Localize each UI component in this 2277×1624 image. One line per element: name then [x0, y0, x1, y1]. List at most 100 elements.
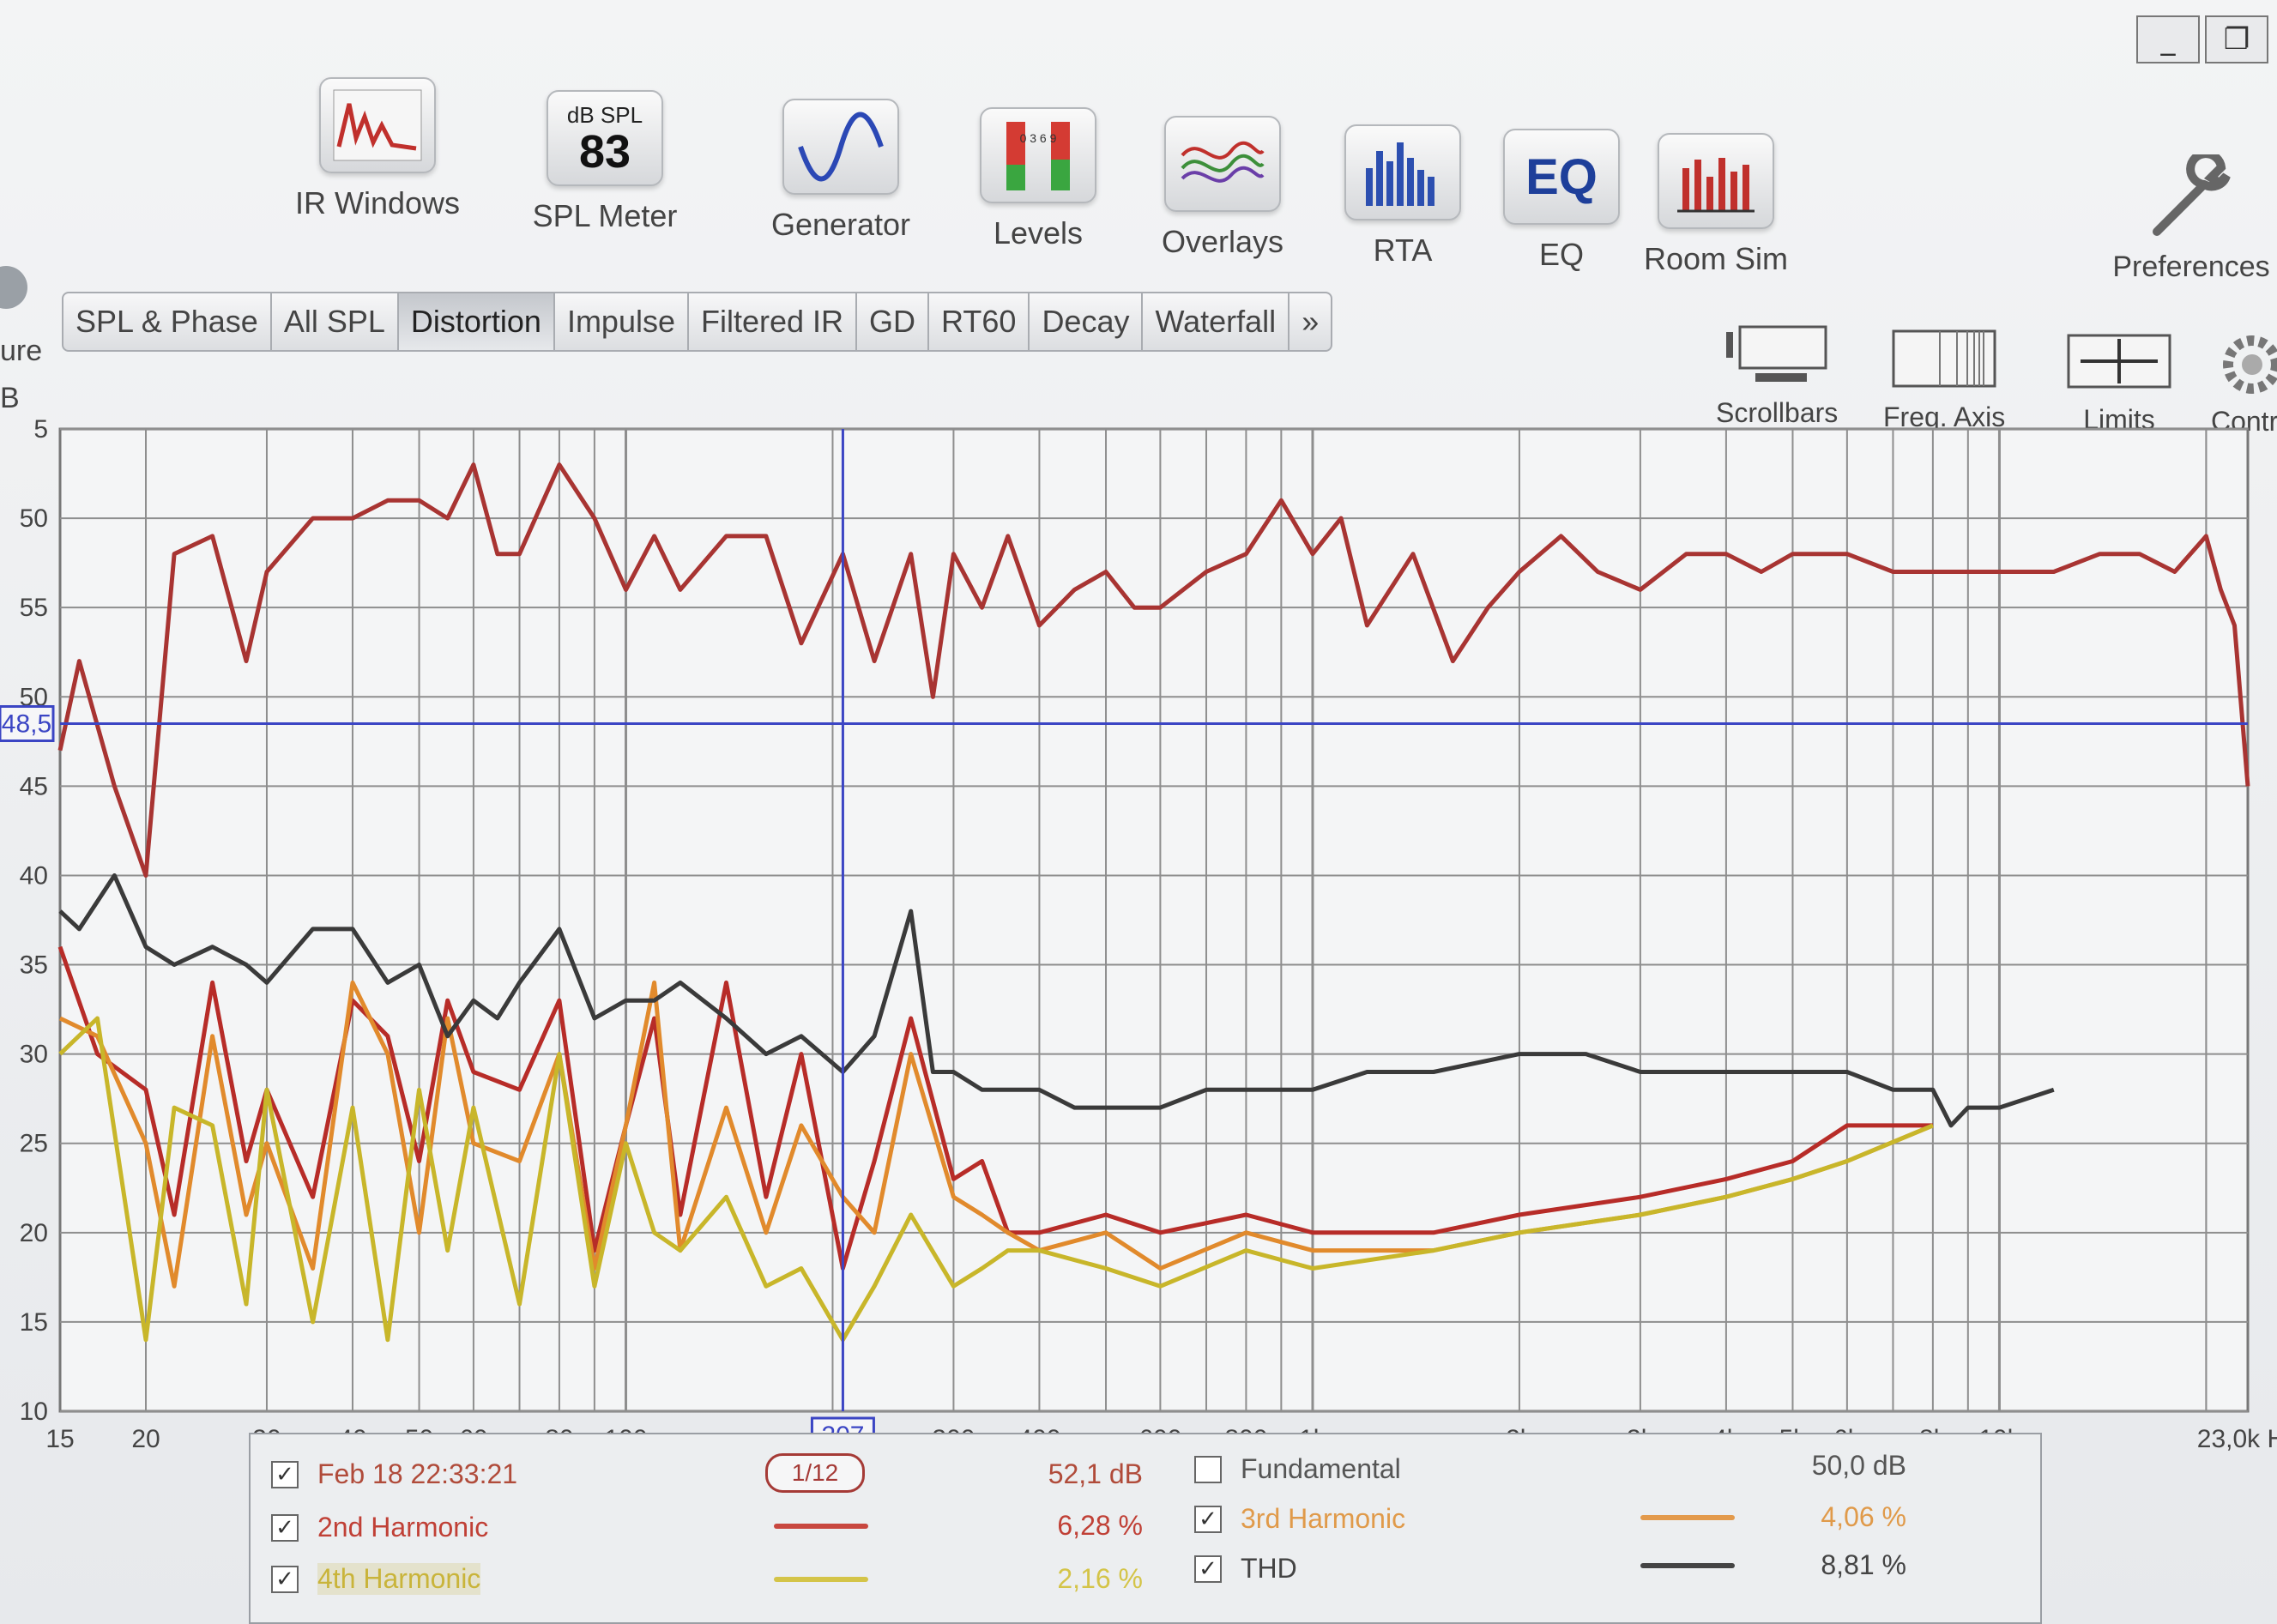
h2-label: 2nd Harmonic	[317, 1512, 489, 1542]
tab-more[interactable]: »	[1289, 292, 1333, 352]
rta-button[interactable]: RTA	[1308, 124, 1497, 269]
controls-gear-icon	[2223, 335, 2277, 394]
spl-meter-value: 83	[578, 125, 631, 178]
fundamental-checkbox[interactable]	[1194, 1455, 1222, 1483]
scrollbars-button[interactable]: Scrollbars	[1716, 322, 1838, 429]
generator-button[interactable]: Generator	[746, 99, 935, 243]
preferences-button[interactable]: Preferences	[2105, 154, 2277, 284]
legend-3rd-harmonic[interactable]: ✓ 3rd Harmonic	[1194, 1503, 1405, 1535]
tab-spl-phase[interactable]: SPL & Phase	[62, 292, 272, 352]
room-sim-icon	[1658, 133, 1774, 229]
h3-checkbox[interactable]: ✓	[1194, 1505, 1222, 1533]
generator-label: Generator	[770, 207, 911, 242]
thd-value: 8,81 %	[1821, 1549, 1906, 1580]
y-tick-label: 45	[20, 772, 48, 800]
fundamental-label: Fundamental	[1241, 1453, 1401, 1484]
h2-swatch	[774, 1524, 868, 1529]
eq-icon: EQ	[1503, 129, 1620, 225]
tab-filtered-ir[interactable]: Filtered IR	[689, 292, 858, 352]
h3-value: 4,06 %	[1821, 1501, 1906, 1532]
thd-label: THD	[1241, 1553, 1297, 1584]
tab-all-spl[interactable]: All SPL	[271, 292, 399, 352]
y-tick-label: 15	[20, 1308, 48, 1337]
series-line-2nd-harmonic	[57, 945, 1933, 1271]
distortion-graph[interactable]: 5505550454035302520151015203040506080100…	[0, 412, 2277, 1467]
y-tick-label: 5	[33, 415, 48, 444]
rta-label: RTA	[1373, 232, 1433, 268]
freq-axis-label: Freq. Axis	[1883, 401, 2006, 432]
series-line-4th-harmonic	[58, 1016, 1934, 1343]
y-tick-label: 35	[20, 951, 48, 980]
y-tick-label: 20	[20, 1219, 48, 1247]
overlays-label: Overlays	[1161, 224, 1284, 259]
overlay-curves-icon	[1164, 116, 1281, 212]
preferences-label: Preferences	[2112, 251, 2270, 283]
spl-meter-button[interactable]: dB SPL 83 SPL Meter	[510, 90, 699, 234]
view-tools: Scrollbars Freq. Axis Limits Contro	[1699, 322, 2277, 442]
tab-impulse[interactable]: Impulse	[554, 292, 689, 352]
ir-window-icon	[319, 77, 436, 173]
tab-waterfall[interactable]: Waterfall	[1143, 292, 1290, 352]
spl-meter-label: SPL Meter	[532, 198, 678, 233]
h4-swatch	[774, 1577, 868, 1582]
h2-value: 6,28 %	[1057, 1510, 1143, 1541]
freq-axis-button[interactable]: Freq. Axis	[1883, 326, 2005, 433]
graph-svg[interactable]: 5505550454035302520151015203040506080100…	[0, 412, 2277, 1467]
x-tick-label: 20	[131, 1425, 160, 1453]
minimize-button[interactable]: _	[2136, 15, 2200, 63]
legend-thd[interactable]: ✓ THD	[1194, 1553, 1297, 1585]
eq-button[interactable]: EQ EQ	[1467, 129, 1656, 273]
tab-gd[interactable]: GD	[857, 292, 930, 352]
tab-rt60[interactable]: RT60	[929, 292, 1030, 352]
x-tick-label: 23,0k Hz	[2197, 1425, 2277, 1453]
scrollbars-label: Scrollbars	[1716, 397, 1839, 428]
smoothing-badge[interactable]: 1/12	[765, 1453, 865, 1493]
levels-scale-text: 0 3 6 9	[1020, 131, 1057, 145]
plot-area	[58, 427, 2250, 1413]
eq-icon-text: EQ	[1525, 148, 1598, 205]
ir-windows-button[interactable]: IR Windows	[283, 77, 472, 221]
ir-windows-label: IR Windows	[294, 185, 461, 220]
tab-decay[interactable]: Decay	[1030, 292, 1144, 352]
room-sim-label: Room Sim	[1643, 241, 1789, 276]
tab-distortion[interactable]: Distortion	[398, 292, 555, 352]
h2-checkbox[interactable]: ✓	[271, 1513, 299, 1542]
legend-fundamental[interactable]: Fundamental	[1194, 1453, 1401, 1485]
measurement-checkbox[interactable]: ✓	[271, 1460, 299, 1488]
overlays-button[interactable]: Overlays	[1128, 116, 1317, 260]
legend-4th-harmonic[interactable]: ✓ 4th Harmonic	[271, 1563, 481, 1595]
levels-button[interactable]: 0 3 6 9 Levels	[944, 107, 1132, 251]
panel-toggle-icon[interactable]	[0, 266, 27, 309]
window-controls: _ ❐	[2136, 15, 2268, 63]
fundamental-ref-value: 50,0 dB	[1811, 1450, 1906, 1481]
controls-button[interactable]: Contro	[2196, 330, 2277, 438]
cursor-y-readout: 48,5	[2, 710, 51, 739]
wrench-icon	[2153, 154, 2231, 236]
thd-checkbox[interactable]: ✓	[1194, 1555, 1222, 1583]
levels-label: Levels	[993, 215, 1084, 251]
y-tick-label: 50	[20, 504, 48, 533]
level-bars-icon: 0 3 6 9	[980, 107, 1096, 203]
measurement-name: Feb 18 22:33:21	[317, 1458, 518, 1489]
fundamental-value: 52,1 dB	[1048, 1458, 1143, 1489]
h3-label: 3rd Harmonic	[1241, 1503, 1406, 1534]
left-edge-label-2: B	[0, 382, 20, 414]
sine-wave-icon	[782, 99, 899, 195]
room-sim-button[interactable]: Room Sim	[1622, 133, 1810, 277]
rta-bars-icon	[1344, 124, 1461, 220]
thd-swatch	[1640, 1563, 1735, 1568]
eq-label: EQ	[1538, 237, 1584, 272]
scrollbars-icon	[1726, 325, 1827, 382]
h4-checkbox[interactable]: ✓	[271, 1565, 299, 1593]
series-line-thd	[58, 873, 2055, 1128]
y-tick-label: 10	[20, 1398, 48, 1426]
legend-2nd-harmonic[interactable]: ✓ 2nd Harmonic	[271, 1512, 488, 1543]
maximize-button[interactable]: ❐	[2205, 15, 2268, 63]
legend-measurement[interactable]: ✓ Feb 18 22:33:21	[271, 1458, 517, 1490]
x-tick-label: 15	[45, 1425, 74, 1453]
h4-label: 4th Harmonic	[317, 1563, 481, 1595]
cursor-y-box	[0, 705, 55, 742]
freq-axis-icon	[1892, 329, 1996, 388]
spl-meter-icon: dB SPL 83	[547, 90, 663, 186]
